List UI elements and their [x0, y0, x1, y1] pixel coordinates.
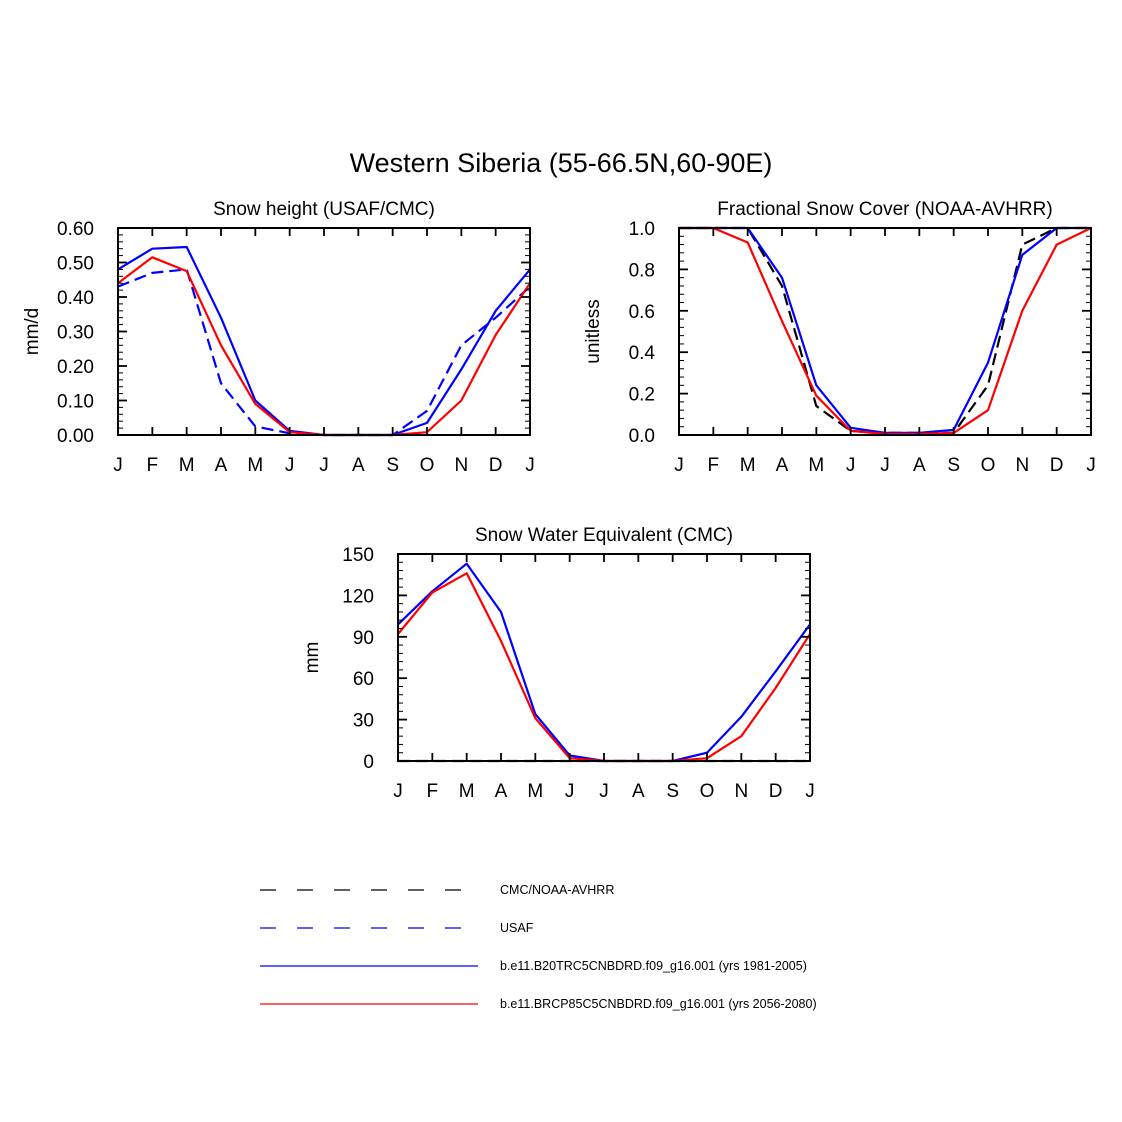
chart-title: Fractional Snow Cover (NOAA-AVHRR)	[717, 199, 1052, 220]
x-tick-label: J	[880, 455, 890, 476]
x-tick-label: M	[459, 781, 475, 802]
legend-label-2: USAF	[500, 921, 534, 935]
y-tick-label: 1.0	[629, 219, 655, 240]
x-tick-label: J	[805, 781, 815, 802]
x-tick-label: M	[740, 455, 756, 476]
y-tick-label: 60	[353, 669, 374, 690]
x-tick-label: J	[285, 455, 295, 476]
y-axis-label: unitless	[583, 299, 604, 363]
y-tick-label: 150	[342, 545, 374, 566]
x-tick-label: S	[947, 455, 960, 476]
x-tick-label: N	[1015, 455, 1029, 476]
y-axis-label: mm/d	[22, 308, 43, 356]
x-tick-label: D	[769, 781, 783, 802]
x-tick-label: M	[527, 781, 543, 802]
x-tick-label: J	[565, 781, 575, 802]
x-tick-label: F	[427, 781, 439, 802]
legend-label-1: CMC/NOAA-AVHRR	[500, 883, 614, 897]
x-tick-label: A	[913, 455, 926, 476]
y-tick-label: 0.8	[629, 260, 655, 281]
x-tick-label: F	[147, 455, 159, 476]
y-tick-label: 0.30	[57, 323, 94, 344]
chart-title: Snow height (USAF/CMC)	[213, 199, 435, 220]
y-tick-label: 120	[342, 586, 374, 607]
x-tick-label: D	[489, 455, 503, 476]
x-tick-label: M	[247, 455, 263, 476]
y-tick-label: 0	[363, 752, 374, 773]
y-tick-label: 0.10	[57, 392, 94, 413]
x-tick-label: D	[1050, 455, 1064, 476]
y-tick-label: 0.60	[57, 219, 94, 240]
x-tick-label: S	[666, 781, 679, 802]
x-tick-label: J	[319, 455, 329, 476]
x-tick-label: M	[808, 455, 824, 476]
y-tick-label: 0.20	[57, 357, 94, 378]
x-tick-label: O	[700, 781, 715, 802]
series-line-3	[117, 256, 531, 437]
y-tick-label: 0.50	[57, 254, 94, 275]
series-line-2	[397, 562, 811, 763]
x-tick-label: N	[734, 781, 748, 802]
legend-label-4: b.e11.BRCP85C5CNBDRD.f09_g16.001 (yrs 20…	[500, 997, 817, 1011]
chart-title: Snow Water Equivalent (CMC)	[475, 525, 733, 546]
y-tick-label: 0.2	[629, 385, 655, 406]
x-tick-label: J	[113, 455, 123, 476]
x-tick-label: M	[179, 455, 195, 476]
series-line-3	[679, 226, 1092, 436]
y-tick-label: 0.0	[629, 426, 655, 447]
x-tick-label: O	[420, 455, 435, 476]
x-tick-label: A	[215, 455, 228, 476]
x-tick-label: S	[386, 455, 399, 476]
y-tick-label: 0.40	[57, 288, 94, 309]
series-line-1	[117, 268, 531, 437]
x-tick-label: A	[632, 781, 645, 802]
series-line-2	[679, 226, 1091, 434]
y-tick-label: 0.4	[629, 343, 656, 364]
plot-frame	[117, 227, 531, 436]
y-tick-label: 90	[353, 628, 374, 649]
x-tick-label: F	[708, 455, 720, 476]
plot-frame	[397, 553, 811, 762]
x-tick-label: A	[776, 455, 789, 476]
chart-panel-3: Snow Water Equivalent (CMC)mmJ F M A M J J A S O N…	[302, 525, 815, 802]
y-tick-label: 30	[353, 711, 374, 732]
chart-panel-2: Fractional Snow Cover (NOAA-AVHRR) unitle…	[583, 199, 1096, 476]
chart-panels: Snow height (USAF/CMC)mm/dJ F M A M J J A S O N D J0…	[22, 199, 1096, 802]
x-tick-label: O	[981, 455, 996, 476]
series-line-1	[679, 226, 1091, 434]
y-axis-label: mm	[302, 642, 323, 674]
figure-title: Western Siberia (55-66.5N,60-90E)	[350, 148, 773, 178]
series-line-3	[397, 572, 811, 763]
x-tick-label: A	[495, 781, 508, 802]
legend: CMC/NOAA-AVHRR USAF b.e11.B20TRC5CNBDRD.f0…	[260, 883, 817, 1011]
x-tick-label: J	[599, 781, 609, 802]
y-tick-label: 0.00	[57, 426, 94, 447]
legend-label-3: b.e11.B20TRC5CNBDRD.f09_g16.001 (yrs 198…	[500, 959, 807, 973]
x-tick-label: J	[846, 455, 856, 476]
x-tick-label: J	[1086, 455, 1096, 476]
chart-panel-1: Snow height (USAF/CMC)mm/dJ F M A M J J A S O N D J0…	[22, 199, 535, 476]
x-tick-label: J	[393, 781, 403, 802]
plot-frame	[678, 227, 1092, 436]
x-tick-label: J	[674, 455, 684, 476]
x-tick-label: J	[525, 455, 535, 476]
x-tick-label: A	[352, 455, 365, 476]
x-tick-label: N	[454, 455, 468, 476]
y-tick-label: 0.6	[629, 302, 655, 323]
